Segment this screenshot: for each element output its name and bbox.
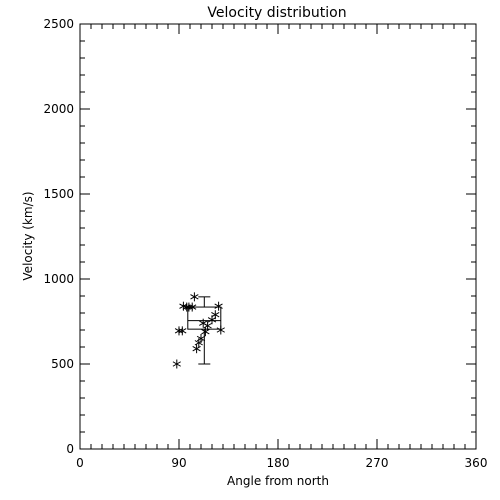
data-points [172,292,225,369]
x-tick-label: 90 [171,456,186,470]
x-tick-label: 360 [465,456,488,470]
data-point [190,292,199,302]
data-point [178,326,187,336]
y-tick-label: 2000 [43,102,74,116]
box-plot [187,296,222,365]
data-point [203,321,212,331]
plot-frame [79,23,477,450]
data-point [196,334,206,343]
data-point [211,310,220,320]
axis-ticks [79,23,477,450]
y-axis-label: Velocity (km/s) [21,191,35,280]
data-point [216,325,225,335]
x-tick-label: 270 [366,456,389,470]
data-point [174,326,184,336]
y-tick-label: 2500 [43,17,74,31]
data-point [188,302,197,312]
data-point [172,359,181,369]
y-tick-label: 1500 [43,187,74,201]
data-point [192,344,201,354]
data-point [201,327,210,337]
x-axis-label: Angle from north [227,474,329,488]
axis-tick-labels: 0 90 180 270 360 0 500 1000 1500 2000 2500 [43,17,487,470]
y-tick-label: 500 [51,357,74,371]
data-point [214,301,223,311]
data-point [184,302,194,312]
y-tick-label: 0 [66,442,74,456]
y-tick-label: 1000 [43,272,74,286]
chart-title: Velocity distribution [207,5,346,21]
x-tick-label: 0 [76,456,84,470]
x-tick-label: 180 [267,456,290,470]
